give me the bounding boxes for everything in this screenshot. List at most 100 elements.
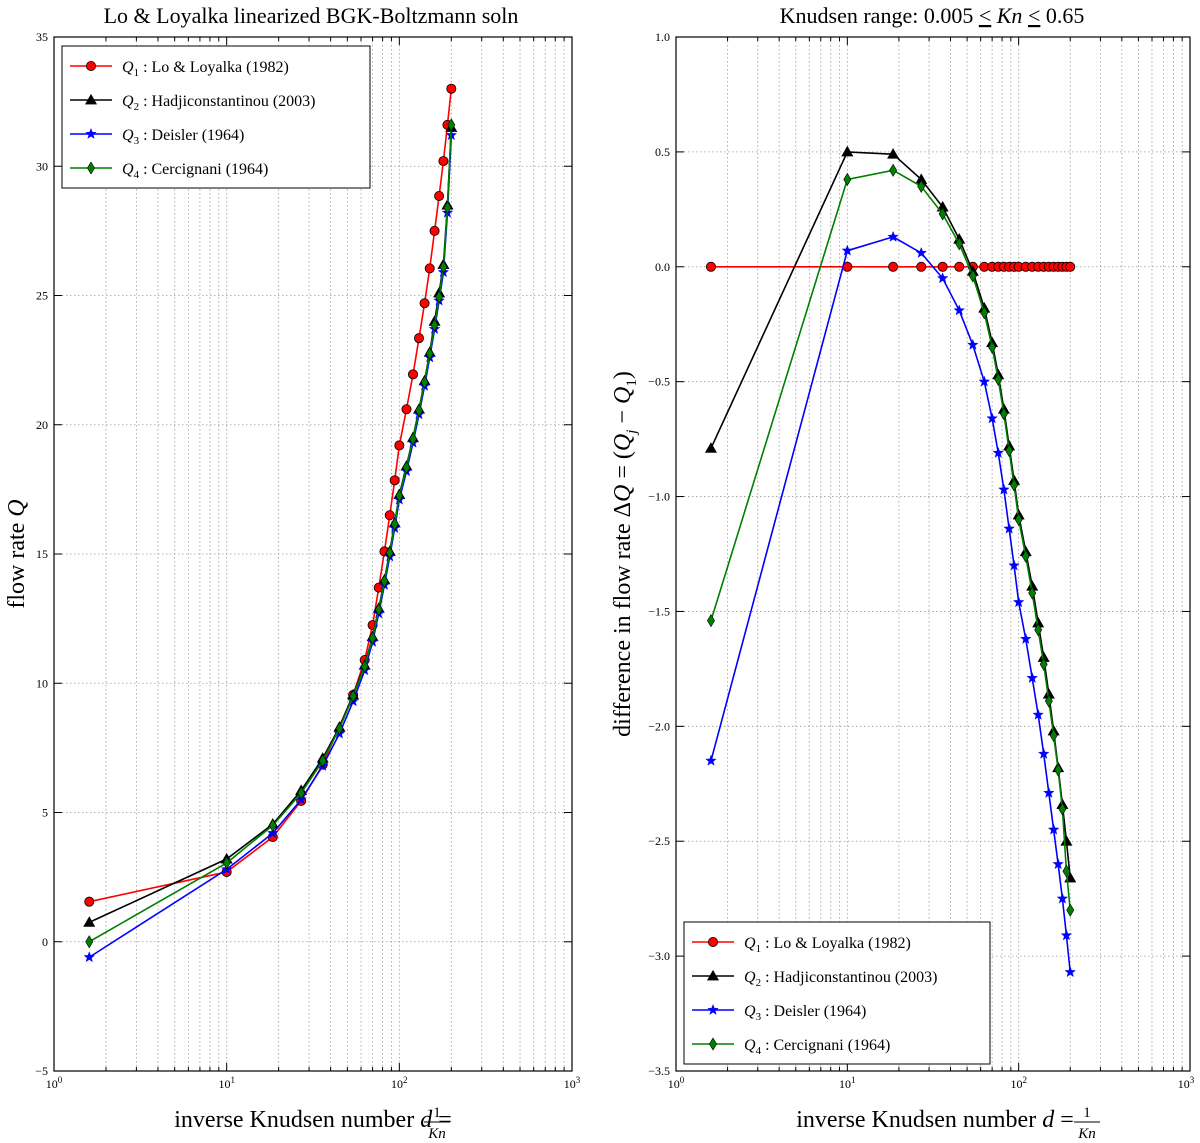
left-ticks — [53, 36, 572, 1072]
right-y-tick-label: −1.0 — [648, 490, 670, 504]
left-x-axis-label: inverse Knudsen number d = — [174, 1107, 452, 1133]
right-ticks — [675, 36, 1190, 1072]
right-legend: Q1 : Lo & Loyalka (1982) Q2 : Hadjiconsta… — [683, 921, 991, 1065]
right-q4-point — [1062, 864, 1071, 878]
right-plot-frame — [675, 36, 1191, 1072]
right-q3-point — [1047, 823, 1060, 835]
right-q1-point — [1065, 261, 1076, 272]
left-y-tick-labels: −5 0 5 10 15 20 25 30 35 — [35, 30, 48, 1078]
right-series-group — [704, 145, 1077, 978]
left-q1-point — [394, 440, 405, 451]
left-chart-title: Lo & Loyalka linearized BGK-Boltzmann so… — [104, 3, 519, 28]
left-legend-label-q3: Q3 : Deisler (1964) — [122, 127, 244, 147]
left-panel: Lo & Loyalka linearized BGK-Boltzmann so… — [4, 3, 581, 1142]
right-q1-point — [954, 261, 965, 272]
left-q4-point — [395, 489, 404, 503]
right-q4-point — [1014, 512, 1023, 527]
left-series-q4 — [85, 118, 456, 949]
left-legend-item-q4: Q4 : Cercignani (1964) — [70, 161, 268, 181]
right-q2-point — [704, 442, 717, 453]
right-y-tick-label: −2.0 — [648, 719, 670, 733]
right-fraction-denominator: Kn — [1077, 1126, 1096, 1142]
left-y-tick-label: 35 — [36, 30, 48, 44]
right-q4-point — [1044, 694, 1053, 708]
right-legend-item-q1: Q1 : Lo & Loyalka (1982) — [692, 935, 911, 955]
right-q3-point — [1060, 929, 1073, 941]
left-q4-point — [268, 818, 277, 833]
left-q1-point — [434, 190, 445, 201]
left-q4-point — [368, 631, 377, 645]
right-q3-point — [953, 304, 966, 316]
left-legend-label-q1: Q1 : Lo & Loyalka (1982) — [122, 59, 289, 79]
right-q4-point — [1054, 763, 1063, 777]
right-q3-point — [915, 246, 928, 258]
right-q4-point — [988, 340, 997, 354]
left-q4-point — [402, 460, 411, 474]
left-q3-point — [83, 951, 96, 963]
right-y-tick-label: −1.5 — [648, 604, 670, 618]
left-q4-point — [297, 786, 306, 800]
right-legend-label-q4: Q4 : Cercignani (1964) — [744, 1037, 890, 1057]
right-q4-point — [889, 163, 898, 177]
left-y-tick-label: 10 — [36, 676, 48, 690]
left-q2-point — [83, 916, 96, 927]
right-legend-label-q3: Q3 : Deisler (1964) — [744, 1003, 866, 1023]
right-legend-item-q3: Q3 : Deisler (1964) — [692, 1003, 866, 1023]
right-fraction-numerator: 1 — [1083, 1105, 1091, 1121]
left-q4-point — [430, 318, 439, 332]
right-q4-point — [1005, 444, 1014, 458]
left-legend-label-q2: Q2 : Hadjiconstantinou (2003) — [122, 93, 315, 113]
left-q4-point — [420, 375, 429, 389]
right-y-tick-label: −3.0 — [648, 949, 670, 963]
right-q3-point — [1032, 708, 1044, 720]
right-y-tick-label: 0.5 — [655, 145, 670, 159]
right-q3-point — [1003, 522, 1015, 534]
right-y-tick-label: 0.0 — [655, 260, 670, 274]
left-y-tick-label: −5 — [35, 1064, 48, 1078]
left-y-tick-label: 15 — [36, 547, 48, 561]
right-q3-point — [1008, 559, 1020, 571]
left-q4-point — [360, 659, 369, 674]
left-q4-point — [374, 602, 383, 617]
right-legend-swatch-marker — [709, 1037, 717, 1051]
right-q3-point — [998, 483, 1010, 495]
right-panel: Knudsen range: 0.005 < Kn < 0.65 −3.5−3.… — [610, 3, 1195, 1142]
right-q1-point — [888, 261, 899, 272]
left-q4-point — [385, 546, 394, 560]
left-q1-point — [84, 896, 95, 907]
left-q1-point — [389, 475, 400, 486]
right-legend-label-q1: Q1 : Lo & Loyalka (1982) — [744, 935, 911, 955]
right-q4-point — [1049, 728, 1058, 743]
right-x-axis-label: inverse Knudsen number d = — [796, 1107, 1074, 1133]
left-legend-swatch-marker — [85, 127, 97, 139]
right-legend-box — [683, 921, 991, 1065]
right-q4-point — [994, 372, 1003, 386]
left-q4-point — [415, 403, 423, 418]
left-q1-point — [424, 263, 435, 274]
left-q4-point — [390, 517, 399, 531]
right-q3-point — [1026, 672, 1039, 683]
right-q3-point — [967, 338, 979, 350]
left-q1-point — [429, 225, 440, 236]
left-q4-point — [222, 856, 231, 870]
right-q4-point — [1034, 623, 1043, 637]
right-q3-point — [1056, 892, 1069, 904]
left-q4-point — [335, 721, 344, 736]
right-q1-point — [937, 261, 948, 272]
left-legend-label-q4: Q4 : Cercignani (1964) — [122, 161, 268, 181]
right-q3-point — [1052, 858, 1064, 870]
left-q4-point — [439, 260, 448, 274]
left-y-tick-label: 5 — [42, 806, 48, 820]
right-series-q4-line — [710, 169, 1072, 911]
right-q4-point — [917, 179, 926, 193]
right-y-tick-label: −3.5 — [648, 1064, 670, 1078]
right-legend-item-q4: Q4 : Cercignani (1964) — [692, 1037, 890, 1057]
right-q3-point — [887, 230, 899, 242]
left-legend-item-q1: Q1 : Lo & Loyalka (1982) — [70, 59, 289, 79]
right-legend-swatch-marker — [706, 969, 720, 981]
right-q3-point — [1012, 596, 1025, 608]
left-legend-item-q3: Q3 : Deisler (1964) — [70, 127, 244, 147]
right-q3-point — [992, 446, 1005, 458]
left-q4-point — [435, 290, 444, 304]
